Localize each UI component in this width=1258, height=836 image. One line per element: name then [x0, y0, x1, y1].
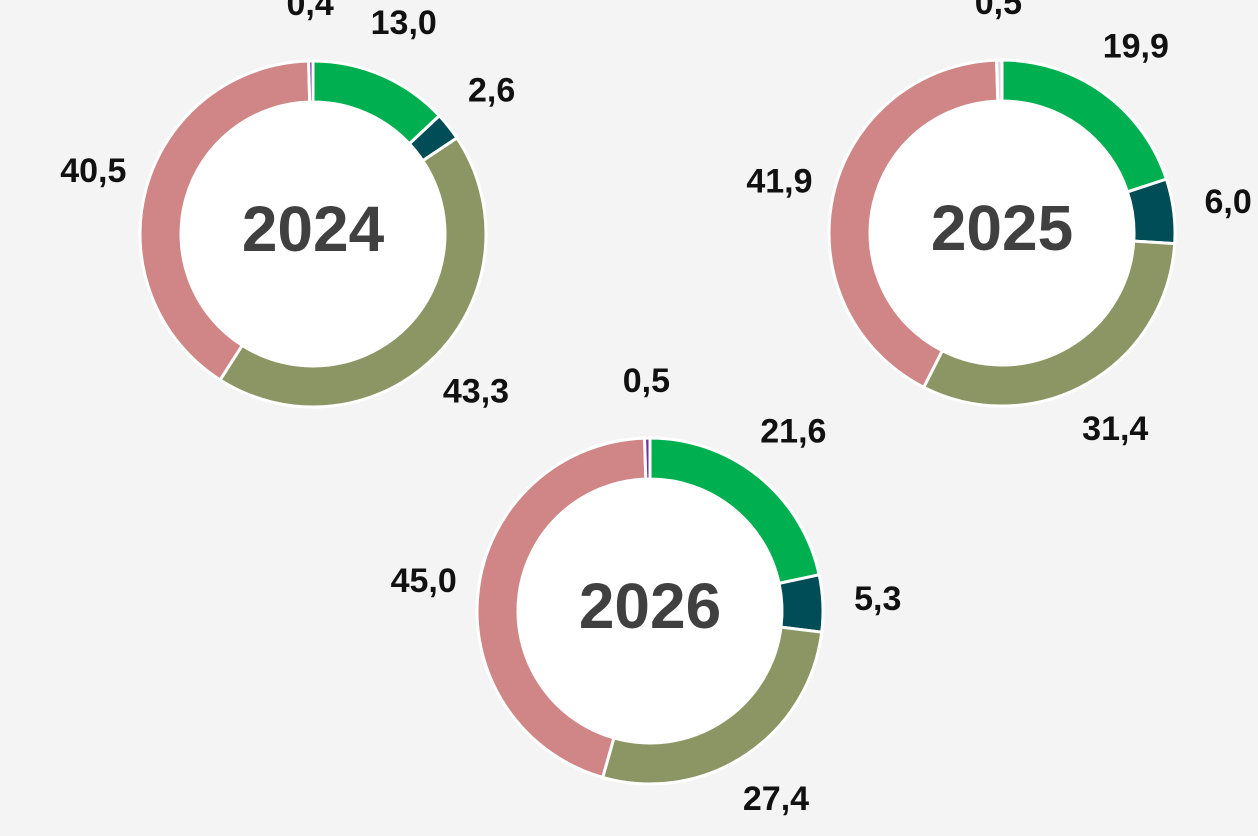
chart-title: 2026	[579, 570, 721, 642]
data-label: 0,5	[623, 362, 670, 400]
donut-slice	[138, 59, 312, 383]
donut-slice	[1125, 177, 1177, 246]
donut-hole	[181, 102, 445, 366]
donut-slice	[643, 436, 652, 481]
chart-title: 2025	[931, 192, 1073, 264]
donut-slice	[218, 135, 488, 409]
donut-hole	[518, 479, 782, 743]
data-label: 21,6	[760, 413, 826, 451]
data-label: 5,3	[854, 580, 901, 618]
data-label: 27,4	[743, 780, 809, 818]
data-label: 19,9	[1103, 27, 1169, 65]
donut-slice	[777, 573, 825, 634]
data-label: 2,6	[468, 71, 515, 109]
chart-title: 2024	[242, 193, 385, 265]
donut-slice	[475, 436, 648, 780]
donut-hole	[870, 101, 1134, 365]
data-label: 13,0	[371, 4, 437, 42]
data-label: 43,3	[443, 372, 509, 410]
data-label: 0,5	[975, 0, 1022, 22]
donut-slice	[827, 58, 1000, 390]
data-label: 40,5	[60, 152, 126, 190]
donut-slice	[995, 58, 1004, 103]
data-label: 6,0	[1205, 183, 1252, 221]
data-label: 0,4	[286, 0, 333, 23]
donut-slice	[307, 59, 315, 104]
data-label: 45,0	[391, 562, 457, 600]
data-label: 31,4	[1082, 410, 1148, 448]
data-label: 41,9	[746, 162, 812, 200]
